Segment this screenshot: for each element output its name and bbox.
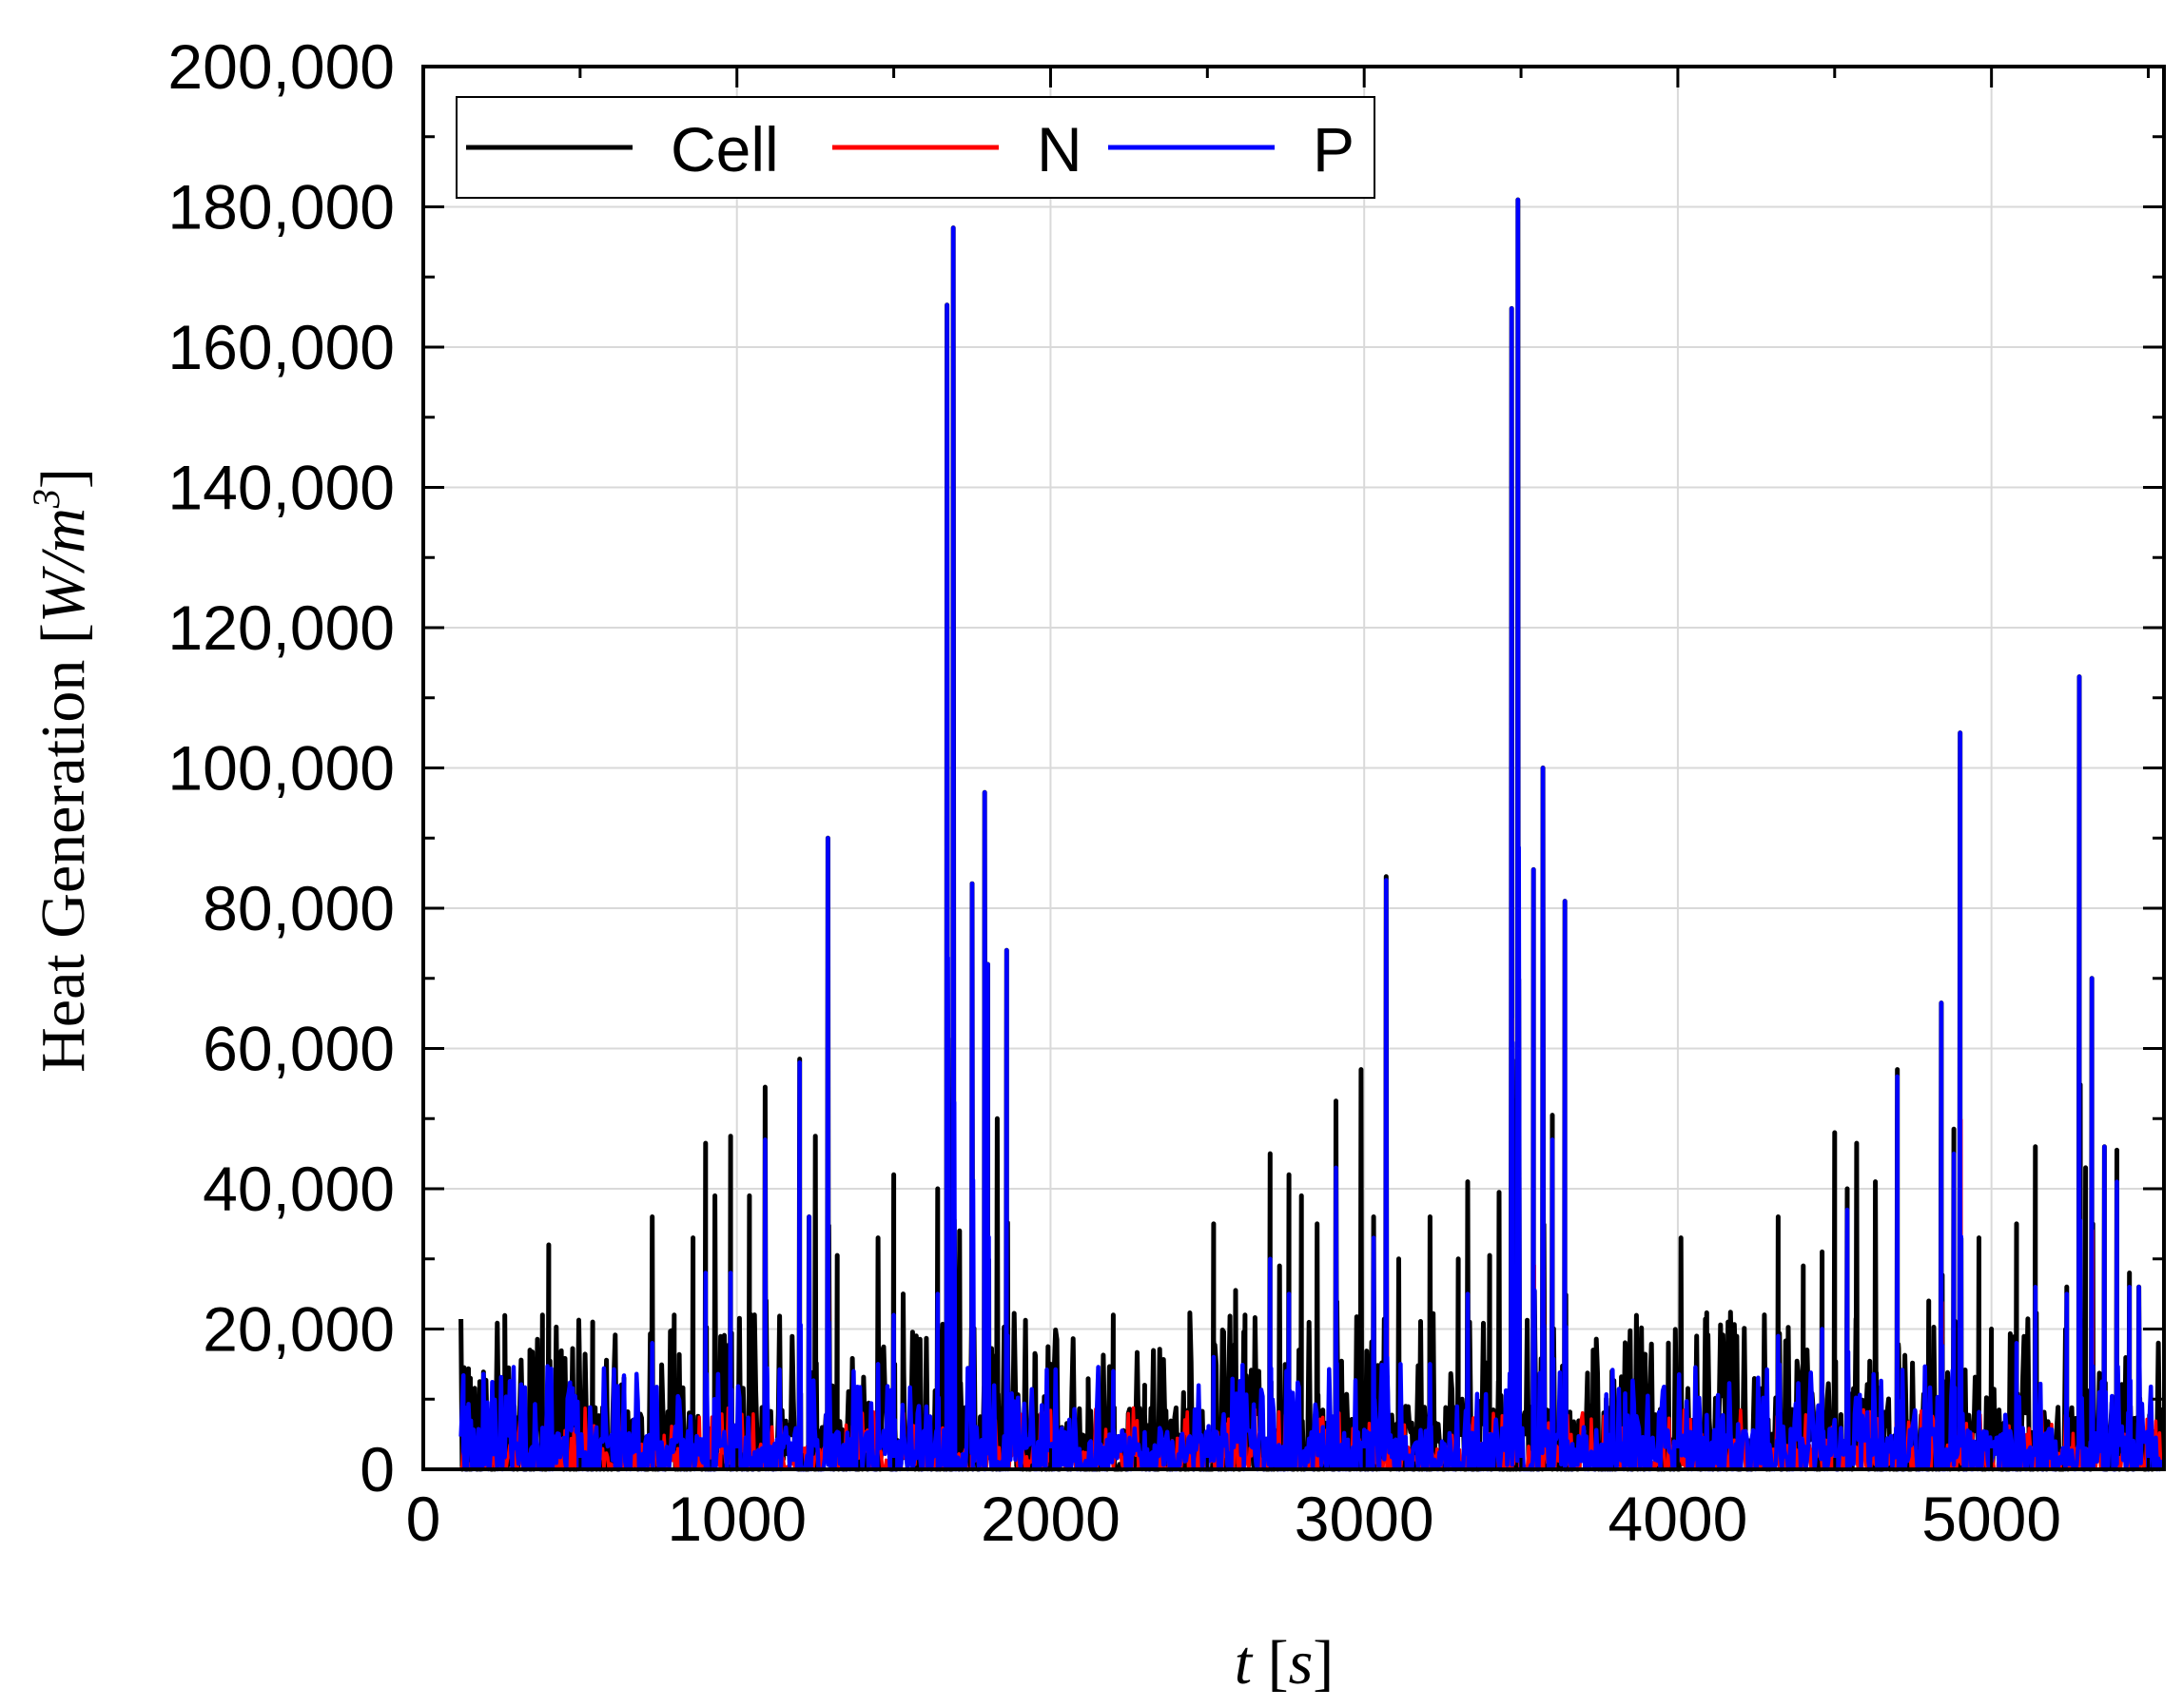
ticks: 0 20,000 40,000 60,000 80,000 100,000 120,000 1… — [167, 31, 2164, 1554]
y-tick-label: 140,000 — [167, 453, 395, 523]
legend-label-cell: Cell — [671, 114, 779, 184]
y-tick-label: 120,000 — [167, 592, 395, 663]
y-axis-label: Heat Generation — [29, 660, 98, 1073]
x-axis-open-bracket: [ — [1252, 1628, 1288, 1698]
series-line-p — [458, 197, 2163, 1472]
series-line-cell — [458, 197, 2164, 1472]
y-axis-unit-exponent: 3 — [25, 489, 68, 509]
y-axis-open-bracket: [ — [29, 623, 98, 659]
legend-label-p: P — [1313, 114, 1355, 184]
x-tick-label: 5000 — [1921, 1484, 2061, 1554]
x-axis-close-bracket: ] — [1313, 1628, 1334, 1698]
x-tick-label: 1000 — [667, 1484, 807, 1554]
y-tick-label: 200,000 — [167, 31, 395, 102]
grid — [423, 67, 2164, 1469]
y-tick-label: 80,000 — [203, 873, 395, 943]
y-axis-title: Heat Generation [W/m3] — [25, 468, 98, 1073]
y-tick-label: 160,000 — [167, 312, 395, 382]
y-tick-label: 20,000 — [203, 1294, 395, 1365]
x-tick-label: 4000 — [1608, 1484, 1748, 1554]
y-tick-label: 60,000 — [203, 1014, 395, 1084]
legend-label-n: N — [1037, 114, 1082, 184]
y-tick-label: 40,000 — [203, 1154, 395, 1224]
x-tick-label: 3000 — [1295, 1484, 1434, 1554]
y-axis-close-bracket: ] — [29, 468, 98, 489]
x-tick-label: 2000 — [981, 1484, 1121, 1554]
y-tick-label: 0 — [360, 1434, 395, 1504]
legend: Cell N P — [456, 96, 1375, 199]
y-axis-unit: W/m — [29, 508, 98, 623]
x-tick-label: 0 — [406, 1484, 441, 1554]
x-axis-unit: s — [1289, 1628, 1314, 1698]
y-tick-label: 180,000 — [167, 172, 395, 243]
y-tick-label: 100,000 — [167, 733, 395, 804]
x-axis-title: t [s] — [1235, 1628, 1335, 1698]
series-layer — [458, 197, 2164, 1472]
x-axis-var: t — [1235, 1628, 1254, 1698]
